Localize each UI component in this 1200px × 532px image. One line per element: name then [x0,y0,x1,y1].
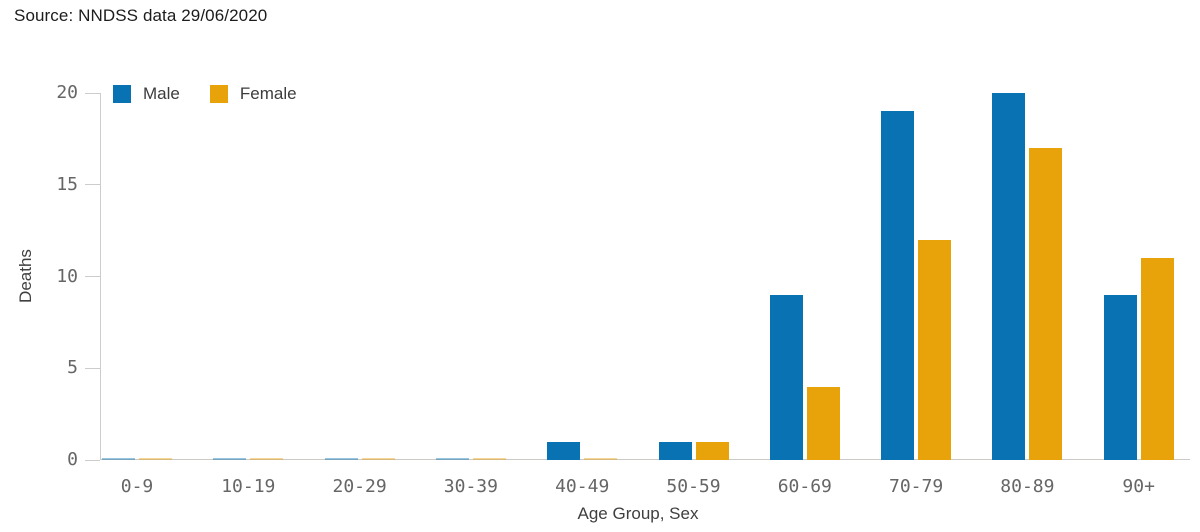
y-tick-mark-0 [85,459,100,461]
male-color-swatch [113,85,131,103]
x-category-label-60-69: 60-69 [777,476,832,497]
x-axis-title: Age Group, Sex [577,504,699,523]
bar-male-60-69 [769,295,803,460]
plot-area: 0 5 10 15 20 0-9 10-19 20-29 30-39 40-49 50-59 60-6… [56,82,1190,497]
x-category-label-20-29: 20-29 [332,476,387,497]
bar-male-90+ [1103,295,1137,460]
bar-female-40-49 [584,458,618,460]
legend-label-female: Female [239,84,297,103]
y-axis-line [100,93,101,460]
bar-male-20-29 [324,458,358,460]
legend: Male Female [113,84,297,104]
female-color-swatch [209,85,228,103]
bar-male-50-59 [658,442,692,460]
y-tick-label-15: 15 [56,173,78,195]
legend-item-female: Female [209,84,297,104]
y-axis-title: Deaths [16,249,35,303]
bar-female-80-89 [1029,148,1063,460]
bar-female-70-79 [918,240,952,460]
x-category-label-70-79: 70-79 [889,476,944,497]
bar-male-10-19 [213,458,247,460]
x-category-label-50-59: 50-59 [666,476,721,497]
bar-male-0-9 [102,458,135,460]
y-tick-mark-10 [85,276,100,277]
y-tick-label-0: 0 [67,449,78,470]
x-category-label-80-89: 80-89 [1000,476,1055,497]
bar-male-80-89 [992,93,1026,460]
bar-female-20-29 [361,458,395,460]
legend-item-male: Male [113,84,180,104]
y-tick-mark-20 [85,92,100,94]
x-category-label-0-9: 0-9 [120,476,154,497]
x-axis-baseline [100,459,1190,460]
x-category-label-90+: 90+ [1122,476,1155,497]
y-tick-mark-15 [85,184,100,186]
y-tick-label-5: 5 [67,357,78,379]
y-tick-mark-5 [85,367,100,369]
bar-female-50-59 [695,442,729,460]
source-note: Source: NNDSS data 29/06/2020 [14,6,268,25]
x-category-label-10-19: 10-19 [221,476,276,497]
legend-label-male: Male [143,84,180,103]
bar-female-0-9 [139,458,172,460]
bar-male-70-79 [881,111,915,460]
x-category-label-40-49: 40-49 [555,476,610,497]
y-tick-label-20: 20 [56,82,78,103]
bar-female-60-69 [806,387,840,460]
bar-female-90+ [1140,258,1174,460]
bar-male-40-49 [547,442,581,460]
bar-female-30-39 [472,458,506,460]
y-tick-label-10: 10 [56,265,78,287]
bar-female-10-19 [250,458,284,460]
x-category-label-30-39: 30-39 [443,476,498,497]
bar-male-30-39 [435,458,469,460]
